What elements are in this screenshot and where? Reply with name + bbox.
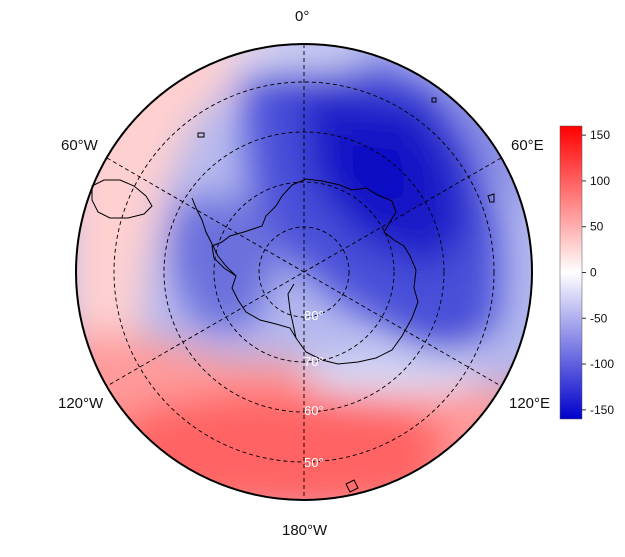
colorbar: 150 100 50 0 -50 -100 -150 <box>559 125 614 420</box>
colorbar-tick-label: 100 <box>590 174 610 188</box>
lat-label-70: 70° <box>304 354 324 369</box>
colorbar-gradient <box>559 125 583 420</box>
lon-label-0: 0° <box>295 8 310 25</box>
lat-circle-50 <box>113 81 495 463</box>
lon-label-120e: 120°E <box>509 395 551 412</box>
ross-ice-shelf-edge <box>287 283 297 339</box>
meridian-60w-120e <box>106 157 502 387</box>
colorbar-ticks: 150 100 50 0 -50 -100 -150 <box>582 128 614 417</box>
lat-label-80: 80° <box>304 308 324 323</box>
small-island-west <box>197 132 205 138</box>
colorbar-tick-label: 50 <box>590 220 604 234</box>
graticule <box>106 44 502 500</box>
coastlines <box>91 97 495 493</box>
antarctic-peninsula <box>191 197 237 277</box>
south-america-tip <box>91 179 153 219</box>
lon-label-60e: 60°E <box>511 137 544 154</box>
colorbar-tick-label: 150 <box>590 128 610 142</box>
antarctica-coastline <box>211 178 419 365</box>
lat-label-50: 50° <box>304 455 324 470</box>
anomaly-field <box>76 44 532 500</box>
colorbar-tick-label: -100 <box>590 357 614 371</box>
lon-label-180w: 180°W <box>282 522 328 539</box>
lat-label-60: 60° <box>304 403 324 418</box>
lon-label-120w: 120°W <box>58 395 104 412</box>
colorbar-tick-label: -150 <box>590 403 614 417</box>
lon-label-60w: 60°W <box>61 137 98 154</box>
kerguelen-island <box>487 193 495 203</box>
colorbar-tick-label: 0 <box>590 266 597 280</box>
south-georgia-island <box>345 479 359 493</box>
map-boundary <box>75 43 533 501</box>
small-island-east <box>431 97 437 103</box>
colorbar-tick-label: -50 <box>590 311 608 325</box>
